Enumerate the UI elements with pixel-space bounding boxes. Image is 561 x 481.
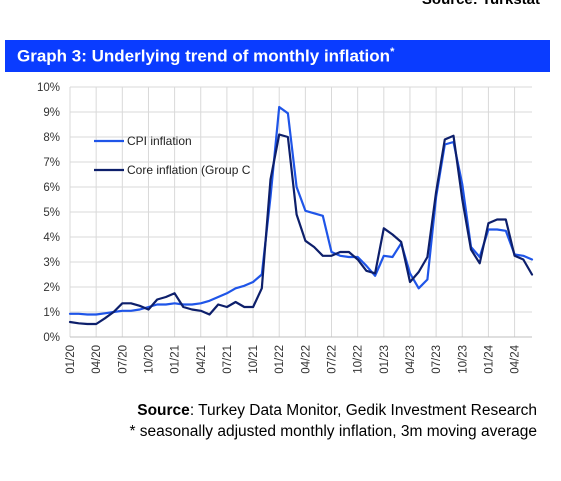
- x-tick-label: 01/24: [483, 344, 495, 373]
- x-tick-label: 01/20: [65, 345, 77, 374]
- line-chart: 0% 1% 2% 3% 4% 5% 6% 7% 8% 9% 10% 01/20 04/20 07/20 1…: [37, 82, 534, 374]
- x-tick-label: 07/23: [431, 345, 443, 374]
- y-tick-label: 3%: [43, 257, 60, 269]
- top-source-note: Source: Turkstat: [0, 0, 540, 8]
- graph-title-bar: Graph 3: Underlying trend of monthly inf…: [5, 40, 550, 72]
- y-tick-label: 9%: [43, 107, 60, 119]
- core-inflation-line: [68, 133, 534, 326]
- x-tick-label: 10/20: [143, 345, 155, 374]
- y-tick-label: 0%: [43, 332, 60, 344]
- x-tick-label: 07/20: [117, 345, 129, 374]
- x-tick-label: 10/23: [457, 345, 469, 374]
- footer: Source: Turkey Data Monitor, Gedik Inves…: [0, 400, 537, 442]
- series-lines: [68, 105, 534, 326]
- legend: CPI inflation Core inflation (Group C: [94, 134, 251, 177]
- x-tick-label: 07/22: [327, 345, 339, 374]
- footnote: * seasonally adjusted monthly inflation,…: [129, 423, 537, 440]
- y-tick-label: 10%: [37, 82, 60, 94]
- y-axis-ticks: 0% 1% 2% 3% 4% 5% 6% 7% 8% 9% 10%: [37, 82, 60, 344]
- x-tick-label: 10/21: [248, 345, 260, 374]
- x-tick-label: 04/21: [196, 345, 208, 374]
- graph-title-asterisk: *: [390, 46, 395, 58]
- source-text: : Turkey Data Monitor, Gedik Investment …: [189, 402, 537, 419]
- graph-title: Graph 3: Underlying trend of monthly inf…: [17, 46, 391, 66]
- legend-label-cpi: CPI inflation: [127, 134, 192, 148]
- source-line: Source: Turkey Data Monitor, Gedik Inves…: [0, 400, 537, 421]
- gridlines: [69, 86, 532, 338]
- x-axis-ticks: 01/20 04/20 07/20 10/20 01/21 04/21 07/21 10/21…: [65, 344, 522, 373]
- y-tick-label: 8%: [43, 132, 60, 144]
- x-tick-label: 04/20: [91, 345, 103, 374]
- x-tick-label: 04/24: [510, 344, 522, 373]
- y-tick-label: 4%: [43, 232, 60, 244]
- x-tick-label: 10/22: [353, 345, 365, 374]
- x-tick-label: 07/21: [222, 345, 234, 374]
- source-label: Source: [137, 402, 190, 419]
- y-tick-label: 5%: [43, 207, 60, 219]
- y-tick-label: 2%: [43, 282, 60, 294]
- x-tick-label: 01/22: [274, 345, 286, 374]
- x-tick-label: 01/23: [379, 345, 391, 374]
- y-tick-label: 6%: [43, 182, 60, 194]
- x-tick-label: 04/23: [405, 345, 417, 374]
- y-tick-label: 1%: [43, 307, 60, 319]
- legend-label-core: Core inflation (Group C: [127, 163, 251, 177]
- y-tick-label: 7%: [43, 157, 60, 169]
- x-tick-label: 01/21: [170, 345, 182, 374]
- x-tick-label: 04/22: [300, 345, 312, 374]
